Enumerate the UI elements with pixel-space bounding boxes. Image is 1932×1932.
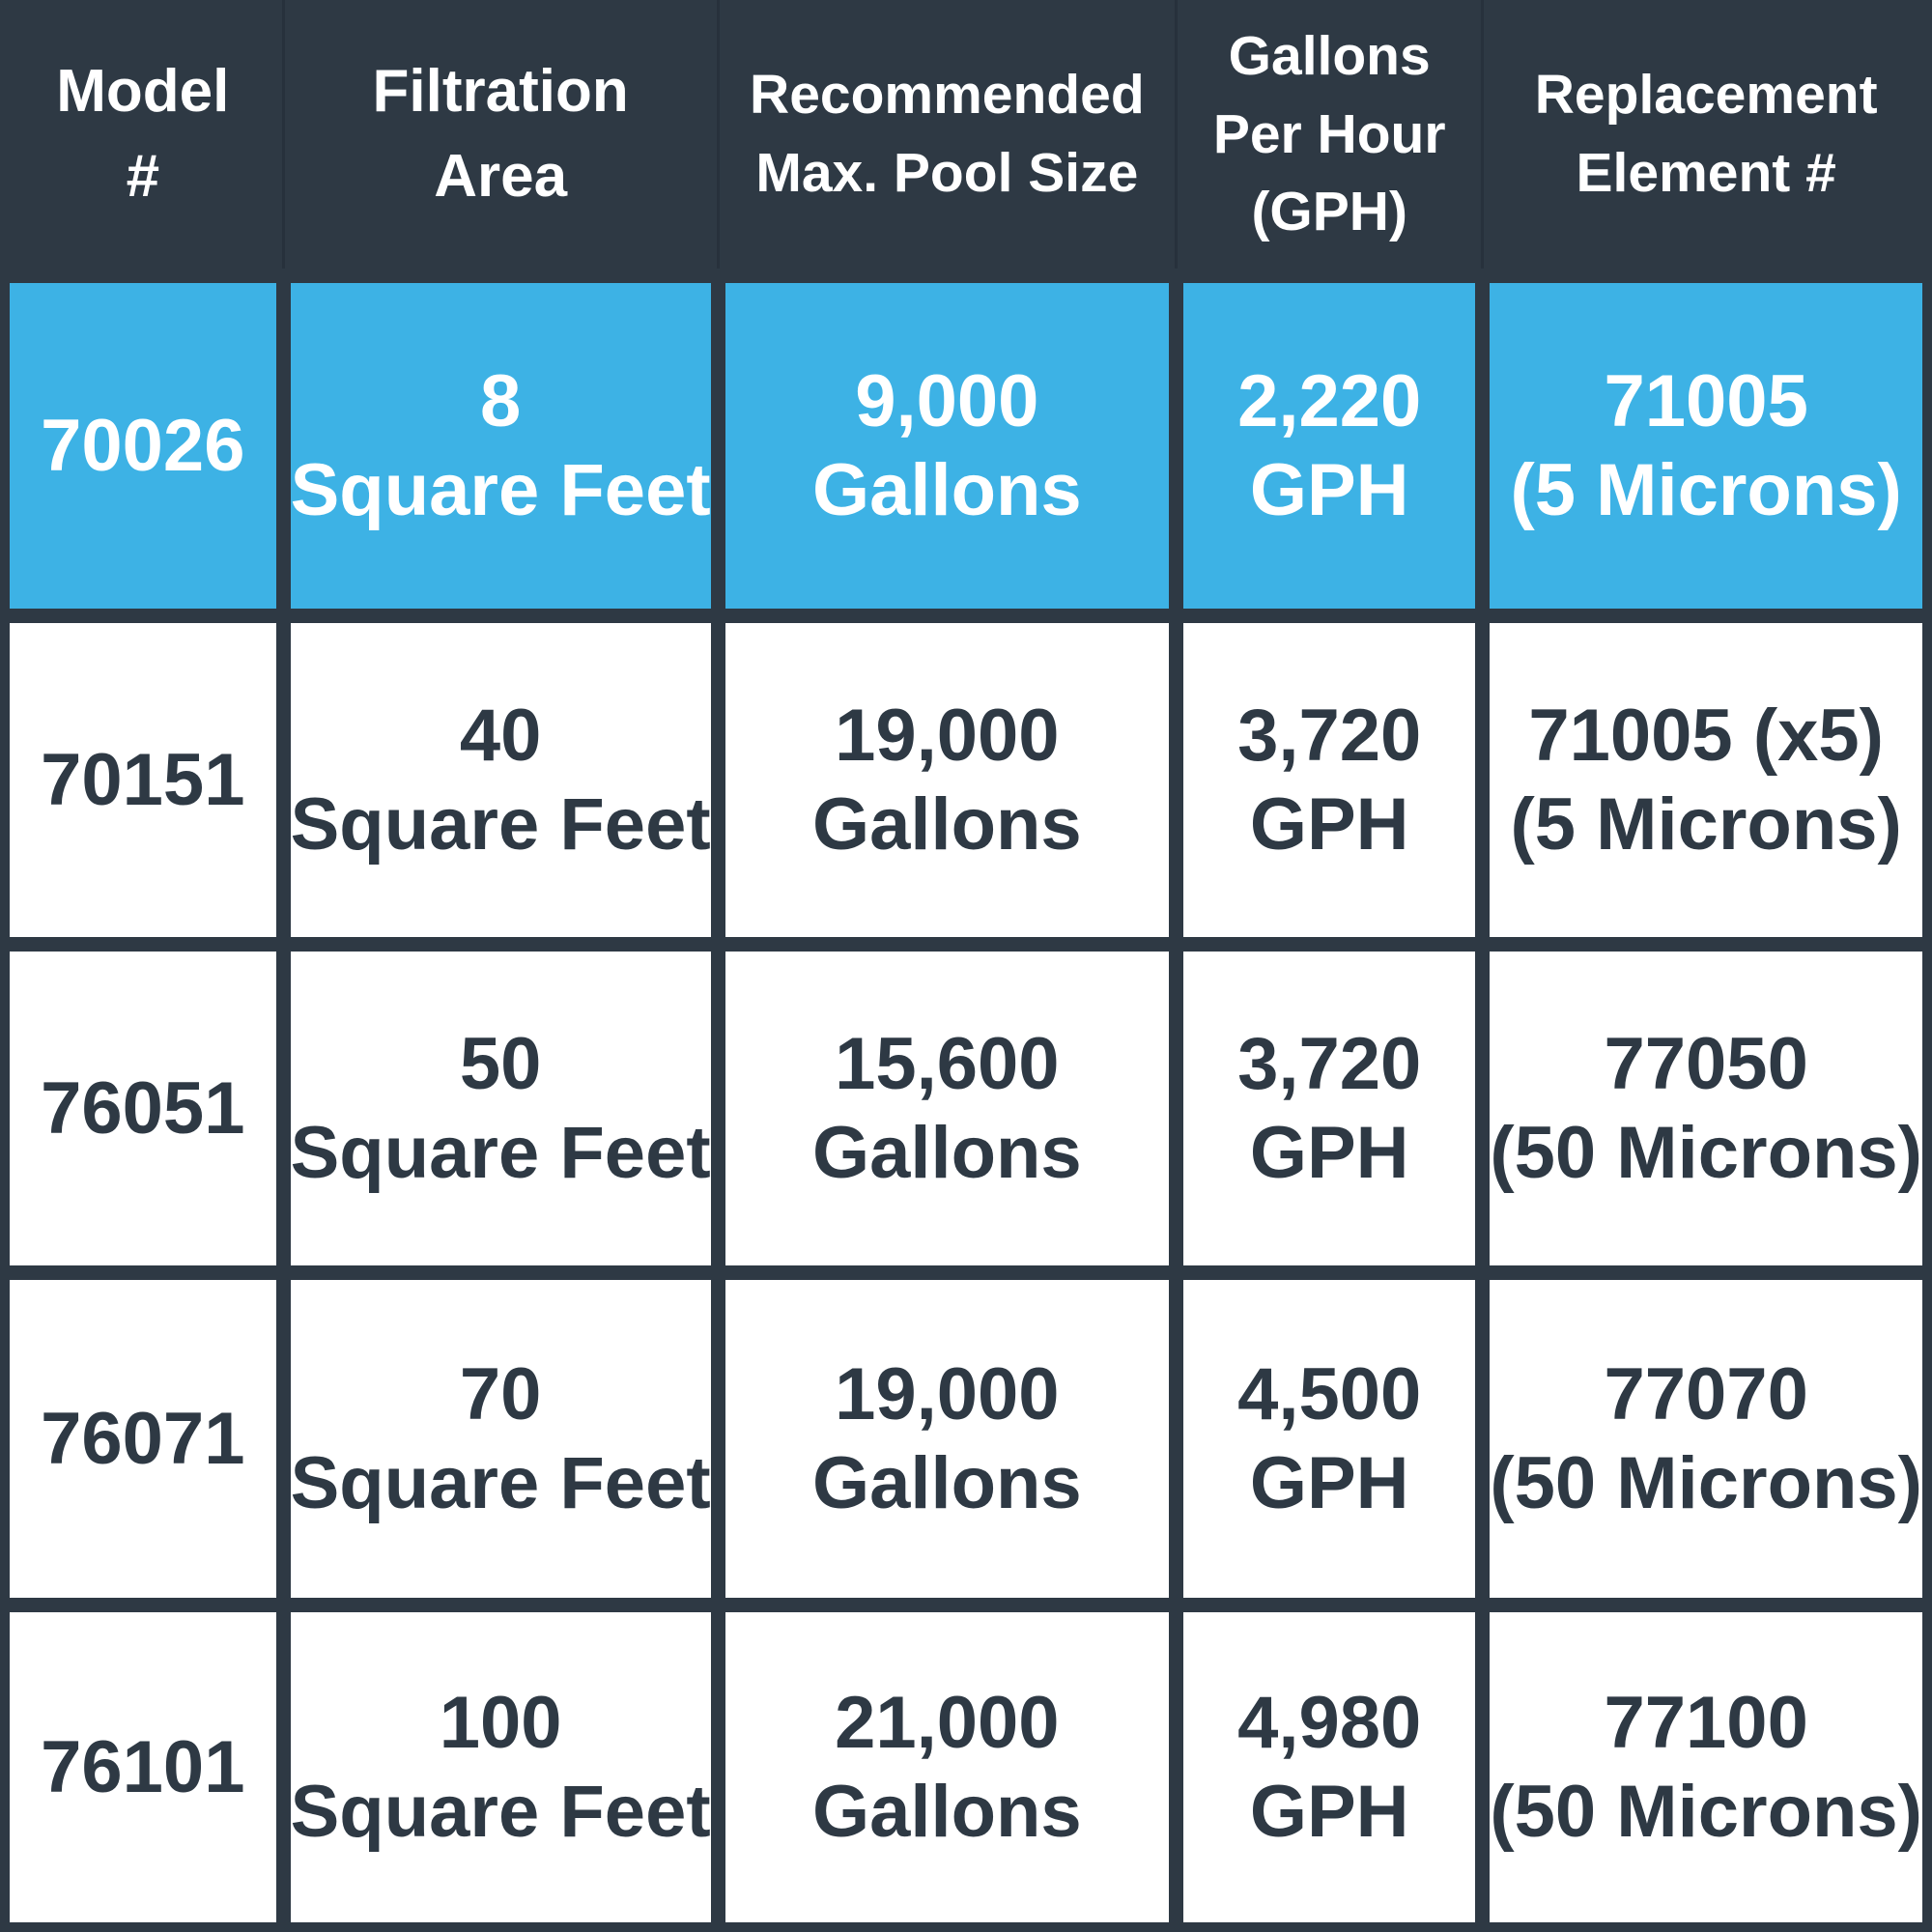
cell-line: 70 xyxy=(459,1352,542,1435)
header-model-number: Model # xyxy=(10,0,276,269)
cell-line: 71005 xyxy=(1604,359,1808,442)
cell-max-pool-size: 19,000 Gallons xyxy=(724,623,1170,937)
cell-line: Square Feet xyxy=(290,448,711,531)
header-line: Area xyxy=(434,143,568,210)
cell-max-pool-size: 9,000 Gallons xyxy=(724,283,1170,609)
header-replacement-element: Replacement Element # xyxy=(1481,0,1922,269)
header-line: Per Hour xyxy=(1212,102,1446,165)
cell-line: 76101 xyxy=(41,1725,245,1808)
cell-line: GPH xyxy=(1249,1111,1409,1194)
cell-line: Square Feet xyxy=(290,782,711,866)
cell-line: 8 xyxy=(479,359,522,442)
cell-line: GPH xyxy=(1249,1441,1409,1524)
cell-max-pool-size: 21,000 Gallons xyxy=(724,1612,1170,1922)
cell-filtration-area: 70 Square Feet xyxy=(290,1280,711,1598)
cell-line: 40 xyxy=(459,694,542,777)
cell-line: (5 Microns) xyxy=(1510,448,1902,531)
cell-line: Gallons xyxy=(811,448,1082,531)
cell-filtration-area: 50 Square Feet xyxy=(290,952,711,1265)
cell-line: Square Feet xyxy=(290,1441,711,1524)
header-line: Replacement xyxy=(1534,64,1878,127)
cell-line: 70151 xyxy=(41,738,245,821)
cell-line: Gallons xyxy=(811,1111,1082,1194)
header-line: Max. Pool Size xyxy=(755,142,1139,204)
cell-line: 9,000 xyxy=(855,359,1039,442)
cell-line: 77050 xyxy=(1604,1022,1808,1105)
cell-line: Square Feet xyxy=(290,1770,711,1853)
header-line: Recommended xyxy=(750,64,1145,127)
cell-line: 3,720 xyxy=(1237,1022,1422,1105)
cell-line: Gallons xyxy=(811,782,1082,866)
cell-line: Square Feet xyxy=(290,1111,711,1194)
header-line: # xyxy=(126,143,160,210)
cell-line: 21,000 xyxy=(835,1681,1060,1764)
cell-line: (5 Microns) xyxy=(1510,782,1902,866)
cell-gallons-per-hour: 2,220 GPH xyxy=(1183,283,1476,609)
cell-line: 2,220 xyxy=(1237,359,1422,442)
cell-max-pool-size: 15,600 Gallons xyxy=(724,952,1170,1265)
cell-replacement-element: 77100 (50 Microns) xyxy=(1490,1612,1922,1922)
cell-line: 76071 xyxy=(41,1397,245,1480)
cell-model-number: 70026 xyxy=(10,283,276,609)
cell-model-number: 76051 xyxy=(10,952,276,1265)
cell-line: 4,980 xyxy=(1237,1681,1422,1764)
cell-filtration-area: 8 Square Feet xyxy=(290,283,711,609)
header-filtration-area: Filtration Area xyxy=(281,0,711,269)
cell-line: 3,720 xyxy=(1237,694,1422,777)
cell-filtration-area: 100 Square Feet xyxy=(290,1612,711,1922)
cell-line: GPH xyxy=(1249,782,1409,866)
cell-model-number: 76101 xyxy=(10,1612,276,1922)
cell-line: 15,600 xyxy=(835,1022,1060,1105)
cell-gallons-per-hour: 4,500 GPH xyxy=(1183,1280,1476,1598)
cell-line: 76051 xyxy=(41,1066,245,1150)
cell-line: 19,000 xyxy=(835,694,1060,777)
cell-line: 77100 xyxy=(1604,1681,1808,1764)
cell-model-number: 70151 xyxy=(10,623,276,937)
header-gallons-per-hour: Gallons Per Hour (GPH) xyxy=(1175,0,1476,269)
cell-replacement-element: 77070 (50 Microns) xyxy=(1490,1280,1922,1598)
cell-replacement-element: 71005 (5 Microns) xyxy=(1490,283,1922,609)
cell-line: (50 Microns) xyxy=(1490,1441,1922,1524)
cell-line: 4,500 xyxy=(1237,1352,1422,1435)
header-line: Gallons xyxy=(1228,24,1431,87)
cell-replacement-element: 77050 (50 Microns) xyxy=(1490,952,1922,1265)
cell-line: 77070 xyxy=(1604,1352,1808,1435)
cell-gallons-per-hour: 3,720 GPH xyxy=(1183,952,1476,1265)
cell-line: (50 Microns) xyxy=(1490,1111,1922,1194)
cell-line: Gallons xyxy=(811,1441,1082,1524)
cell-line: GPH xyxy=(1249,448,1409,531)
header-line: Element # xyxy=(1576,142,1836,204)
cell-gallons-per-hour: 4,980 GPH xyxy=(1183,1612,1476,1922)
header-line: Filtration xyxy=(372,57,629,125)
cell-line: GPH xyxy=(1249,1770,1409,1853)
cell-model-number: 76071 xyxy=(10,1280,276,1598)
cell-line: 70026 xyxy=(41,404,245,487)
header-recommended-max-pool-size: Recommended Max. Pool Size xyxy=(716,0,1170,269)
cell-gallons-per-hour: 3,720 GPH xyxy=(1183,623,1476,937)
cell-line: 19,000 xyxy=(835,1352,1060,1435)
header-line: (GPH) xyxy=(1251,181,1407,243)
cell-line: 50 xyxy=(459,1022,542,1105)
cell-max-pool-size: 19,000 Gallons xyxy=(724,1280,1170,1598)
cell-line: 100 xyxy=(439,1681,562,1764)
cell-line: (50 Microns) xyxy=(1490,1770,1922,1853)
cell-line: 71005 (x5) xyxy=(1528,694,1884,777)
cell-replacement-element: 71005 (x5) (5 Microns) xyxy=(1490,623,1922,937)
header-line: Model xyxy=(56,57,230,125)
cell-line: Gallons xyxy=(811,1770,1082,1853)
cell-filtration-area: 40 Square Feet xyxy=(290,623,711,937)
